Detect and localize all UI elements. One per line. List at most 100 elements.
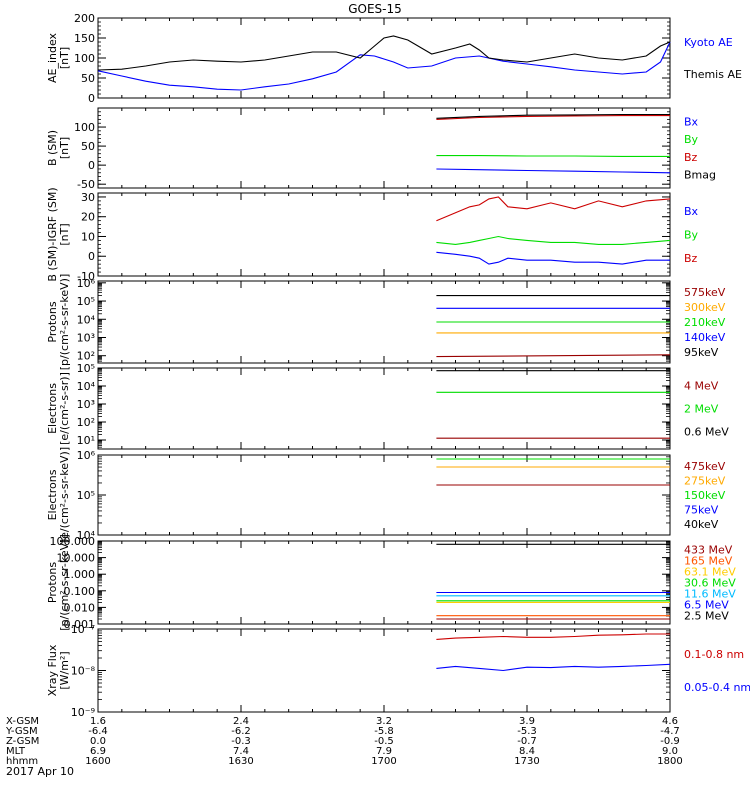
ephemeris-value: -6.4 bbox=[88, 726, 108, 737]
y-tick-label: 10⁵ bbox=[77, 489, 95, 502]
y-tick-label: 30 bbox=[81, 191, 95, 204]
series-line-2 bbox=[436, 663, 671, 672]
legend-label: 475keV bbox=[684, 460, 726, 473]
y-tick-label: 10⁵ bbox=[77, 362, 95, 375]
series-line-1 bbox=[436, 251, 670, 265]
ephemeris-value: 1.6 bbox=[90, 716, 106, 727]
y-tick-label: 200 bbox=[74, 12, 95, 25]
legend-label: 575keV bbox=[684, 286, 726, 299]
ephemeris-value: -0.9 bbox=[660, 736, 680, 747]
legend-label: Bmag bbox=[684, 169, 716, 182]
ephemeris-value: -5.8 bbox=[374, 726, 394, 737]
ephemeris-row-label: hhmm bbox=[6, 756, 38, 767]
y-tick-label: 0 bbox=[88, 159, 95, 172]
legend-label: 0.1-0.8 nm bbox=[684, 648, 744, 661]
legend-label: 75keV bbox=[684, 504, 719, 517]
series-line-1 bbox=[97, 41, 671, 91]
ephemeris-value: 7.4 bbox=[233, 746, 249, 757]
y-tick-label: 1.000 bbox=[64, 568, 96, 581]
ephemeris-footer: X-GSM 1.6 2.4 3.2 3.9 4.6 Y-GSM -6.4 -6.2 -5.8 -5.… bbox=[5, 716, 683, 767]
y-tick-label: 100 bbox=[74, 52, 95, 65]
series-line-3 bbox=[436, 196, 671, 222]
panel-3: -10 0 10 20 30 B (SM)-IGRF (SM)[nT] Bx By Bz bbox=[46, 187, 699, 283]
legend-label: 300keV bbox=[684, 301, 726, 314]
y-tick-label: 10⁶ bbox=[77, 277, 96, 290]
legend-label: 0.05-0.4 nm bbox=[684, 681, 750, 694]
legend-label: 210keV bbox=[684, 316, 726, 329]
legend-label: 433 MeV bbox=[684, 543, 733, 556]
y-tick-label: 50 bbox=[81, 72, 95, 85]
legend-label: 30.6 MeV bbox=[684, 577, 736, 590]
ephemeris-value: 0.0 bbox=[90, 736, 106, 747]
y-tick-label: 0.010 bbox=[64, 601, 96, 614]
y-tick-label: 10⁵ bbox=[77, 295, 95, 308]
series-line-2 bbox=[436, 155, 670, 157]
legend-label: 95keV bbox=[684, 346, 719, 359]
ephemeris-row-label: MLT bbox=[6, 746, 26, 757]
ephemeris-value: 1600 bbox=[85, 756, 110, 767]
legend-label: 63.1 MeV bbox=[684, 565, 736, 578]
legend-label: Bx bbox=[684, 205, 699, 218]
y-tick-label: 100.000 bbox=[50, 535, 96, 548]
y-axis-label: Electrons[e/(cm²-s-sr-keV)] bbox=[46, 447, 71, 543]
ephemeris-value: 9.0 bbox=[662, 746, 678, 757]
ephemeris-value: -5.3 bbox=[517, 726, 537, 737]
ephemeris-value: 7.9 bbox=[376, 746, 392, 757]
y-tick-label: 0 bbox=[88, 250, 95, 263]
y-tick-label: 10³ bbox=[77, 398, 95, 411]
series-line-2 bbox=[97, 35, 671, 71]
series-line-1 bbox=[436, 354, 671, 358]
ephemeris-value: 6.9 bbox=[90, 746, 106, 757]
ephemeris-value: -0.5 bbox=[374, 736, 394, 747]
panel-frame bbox=[97, 628, 671, 713]
series-line-1 bbox=[436, 168, 671, 174]
legend-label: 165 MeV bbox=[684, 554, 733, 567]
y-tick-label: 50 bbox=[81, 140, 95, 153]
y-axis-label: Protons[p/(cm²-s-sr-keV)] bbox=[46, 274, 71, 371]
legend-label: Themis AE bbox=[683, 68, 742, 81]
y-axis-label: Xray Flux[W/m²] bbox=[46, 644, 71, 696]
y-axis-label: AE_index[nT] bbox=[46, 32, 71, 83]
legend-label: 140keV bbox=[684, 331, 726, 344]
legend-label: Bz bbox=[684, 252, 698, 265]
ephemeris-row-label: Z-GSM bbox=[6, 736, 39, 747]
ephemeris-value: 1700 bbox=[371, 756, 396, 767]
ephemeris-value: -6.2 bbox=[231, 726, 251, 737]
legend-label: 40keV bbox=[684, 518, 719, 531]
y-tick-label: 10 bbox=[81, 230, 95, 243]
panel-5: 10¹ 10² 10³ 10⁴ 10⁵ Electrons[e/(cm²-s-sr)] 4 … bbox=[46, 362, 729, 450]
ephemeris-value: 4.6 bbox=[662, 716, 678, 727]
ephemeris-value: 3.2 bbox=[376, 716, 392, 727]
ephemeris-row-label: X-GSM bbox=[6, 716, 39, 727]
panel-frame bbox=[97, 540, 671, 625]
panel-7: 0.001 0.010 0.100 1.000 10.000 100.000Protons… bbox=[46, 534, 736, 631]
series-line-3 bbox=[436, 115, 670, 120]
legend-label: Kyoto AE bbox=[684, 36, 733, 49]
y-tick-label: 10⁴ bbox=[77, 529, 96, 542]
legend-label: 11.6 MeV bbox=[684, 588, 736, 601]
y-tick-label: 20 bbox=[81, 211, 95, 224]
y-tick-label: 0 bbox=[88, 92, 95, 105]
y-tick-label: 10⁻⁹ bbox=[71, 706, 95, 719]
legend-label: Bx bbox=[684, 115, 699, 128]
y-tick-label: 10⁴ bbox=[77, 380, 96, 393]
y-tick-label: -10 bbox=[77, 270, 95, 283]
series-line-4 bbox=[436, 113, 670, 119]
ephemeris-row-label: Y-GSM bbox=[5, 726, 38, 737]
y-axis-label: B (SM)[nT] bbox=[46, 130, 71, 166]
panel-4: 10² 10³ 10⁴ 10⁵ 10⁶ Protons[p/(cm²-s-sr-keV)]… bbox=[46, 274, 726, 371]
panel-frame bbox=[97, 107, 671, 189]
legend-label: 0.6 MeV bbox=[684, 426, 729, 439]
legend-label: 2.5 MeV bbox=[684, 610, 729, 623]
ephemeris-value: -0.3 bbox=[231, 736, 251, 747]
legend-label: 4 MeV bbox=[684, 379, 719, 392]
legend-label: 6.5 MeV bbox=[684, 599, 729, 612]
panel-frame bbox=[97, 367, 671, 450]
date-label: 2017 Apr 10 bbox=[6, 765, 74, 778]
y-tick-label: 10⁶ bbox=[77, 449, 96, 462]
